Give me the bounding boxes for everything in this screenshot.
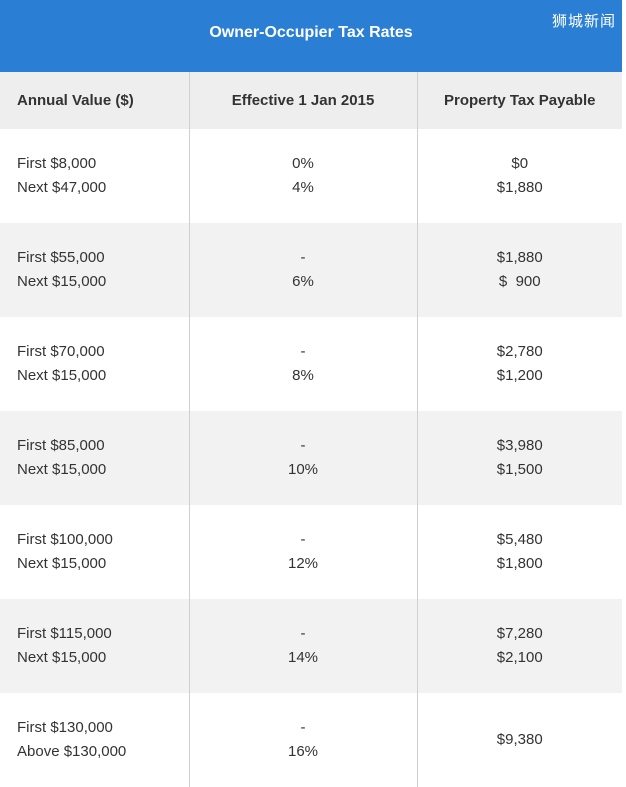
annual-value-cell: First $130,000 Above $130,000 [0,693,190,787]
payable-cell: $1,880 $ 900 [417,223,622,317]
annual-value-first: First $85,000 [17,437,105,454]
header-row: Annual Value ($) Effective 1 Jan 2015 Pr… [0,72,622,129]
rate-first: - [300,343,306,360]
annual-value-first: First $115,000 [17,625,112,642]
annual-value-cell: First $85,000 Next $15,000 [0,411,190,505]
rate-first: 0% [292,155,314,172]
watermark: 狮城新闻 [551,12,616,30]
annual-value-next: Next $15,000 [17,273,107,290]
annual-value-cell: First $70,000 Next $15,000 [0,317,190,411]
payable-first: $3,980 [496,437,543,454]
payable-cell: $3,980 $1,500 [417,411,622,505]
page-edge [622,0,626,768]
payable-next: $1,200 [496,367,543,384]
rate-cell: - 6% [189,223,418,317]
rate-cell: 0% 4% [189,129,418,223]
rate-cell: - 14% [189,599,418,693]
payable-first: $7,280 [496,625,543,642]
payable-cell: $9,380 [417,693,622,787]
annual-value-next: Next $15,000 [17,367,107,384]
annual-value-first: First $130,000 [17,719,113,736]
rate-first: - [300,531,306,548]
rate-next: 16% [287,743,319,760]
column-header-effective-date: Effective 1 Jan 2015 [189,72,418,129]
payable-first: $5,480 [496,531,543,548]
rate-cell: - 10% [189,411,418,505]
table-row: First $70,000 Next $15,000 - 8% $2,780 $1,2… [0,317,622,411]
column-header-tax-payable: Property Tax Payable [444,92,596,109]
annual-value-cell: First $115,000 Next $15,000 [0,599,190,693]
payable-cell: $7,280 $2,100 [417,599,622,693]
payable-next: $2,100 [496,649,543,666]
payable-first: $9,380 [496,731,543,748]
rate-next: 12% [287,555,319,572]
payable-first: $2,780 [496,343,543,360]
payable-next: $1,800 [496,555,543,572]
payable-next: $1,500 [496,461,543,478]
table-row: First $115,000 Next $15,000 - 14% $7,280 $2… [0,599,622,693]
column-header-annual-value: Annual Value ($) [0,72,190,129]
rate-first: - [300,719,306,736]
rate-next: 10% [287,461,319,478]
rate-next: 4% [292,179,314,196]
rate-first: - [300,437,306,454]
rate-next: 8% [292,367,314,384]
rate-next: 14% [287,649,319,666]
annual-value-first: First $100,000 [17,531,113,548]
table-title: Owner-Occupier Tax Rates [209,24,413,41]
rate-first: - [300,249,306,266]
annual-value-first: First $8,000 [17,155,97,172]
annual-value-next: Above $130,000 [17,743,127,760]
rate-cell: - 12% [189,505,418,599]
annual-value-cell: First $55,000 Next $15,000 [0,223,190,317]
table-row: First $8,000 Next $47,000 0% 4% $0 $1,880 [0,129,622,223]
rate-cell: - 8% [189,317,418,411]
annual-value-next: Next $15,000 [17,461,107,478]
tax-rates-table: Annual Value ($) Effective 1 Jan 2015 Pr… [0,72,622,787]
table-title-bar: Owner-Occupier Tax Rates [0,0,622,72]
payable-first: $0 [511,155,529,172]
rate-next: 6% [292,273,314,290]
annual-value-next: Next $15,000 [17,555,107,572]
table-row: First $100,000 Next $15,000 - 12% $5,480 $1… [0,505,622,599]
table-row: First $130,000 Above $130,000 - 16% $9,380 [0,693,622,787]
annual-value-next: Next $15,000 [17,649,107,666]
payable-first: $1,880 [496,249,543,266]
annual-value-cell: First $100,000 Next $15,000 [0,505,190,599]
payable-cell: $2,780 $1,200 [417,317,622,411]
payable-next: $ 900 [498,273,541,290]
annual-value-first: First $70,000 [17,343,105,360]
rate-cell: - 16% [189,693,418,787]
payable-cell: $0 $1,880 [417,129,622,223]
payable-next: $1,880 [496,179,543,196]
annual-value-next: Next $47,000 [17,179,107,196]
annual-value-first: First $55,000 [17,249,105,266]
table-row: First $55,000 Next $15,000 - 6% $1,880 $ 90… [0,223,622,317]
payable-cell: $5,480 $1,800 [417,505,622,599]
table-row: First $85,000 Next $15,000 - 10% $3,980 $1,… [0,411,622,505]
rate-first: - [300,625,306,642]
annual-value-cell: First $8,000 Next $47,000 [0,129,190,223]
